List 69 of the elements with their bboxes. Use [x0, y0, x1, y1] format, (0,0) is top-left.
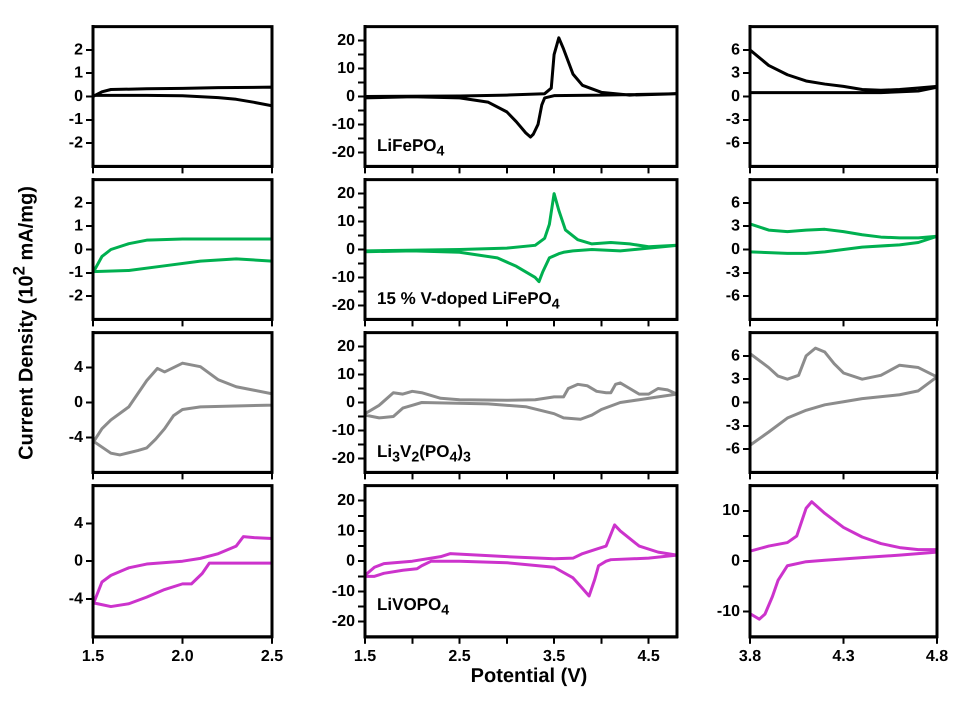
- y-tick-label: 6: [731, 347, 740, 364]
- y-tick-label: 3: [731, 64, 740, 82]
- y-tick-label: 4: [74, 358, 84, 376]
- y-tick-label: 4: [74, 514, 84, 532]
- y-tick-label: -3: [726, 417, 740, 434]
- y-tick-label: 2: [74, 194, 84, 212]
- y-tick-label: -10: [332, 268, 356, 286]
- y-tick-label: 0: [731, 88, 740, 105]
- y-tick-label: 0: [731, 240, 740, 258]
- y-tick-label: -10: [332, 116, 356, 133]
- y-tick-label: 0: [346, 88, 356, 105]
- x-tick-label: 2.5: [260, 648, 284, 665]
- y-tick-label: 20: [337, 32, 356, 49]
- y-tick-label: -3: [726, 264, 740, 282]
- y-tick-label: -20: [332, 144, 356, 161]
- y-tick-label: -20: [332, 296, 356, 314]
- y-tick-label: -6: [726, 440, 740, 458]
- y-tick-label: 0: [74, 394, 84, 411]
- y-tick-label: 0: [731, 552, 740, 570]
- y-tick-label: -20: [332, 613, 356, 630]
- x-tick-label: 3.8: [738, 648, 762, 665]
- y-tick-label: 3: [731, 218, 740, 235]
- y-tick-label: 0: [74, 552, 84, 570]
- x-tick-label: 4.3: [832, 648, 855, 665]
- y-tick-label: 0: [346, 552, 356, 570]
- y-tick-label: -6: [726, 134, 740, 152]
- y-tick-label: 0: [74, 240, 84, 258]
- y-tick-label: 6: [731, 194, 740, 212]
- y-tick-label: 10: [337, 366, 356, 383]
- x-axis-title: Potential (V): [470, 665, 588, 688]
- y-tick-label: -2: [68, 134, 84, 152]
- y-tick-label: -6: [726, 288, 740, 305]
- y-tick-label: 10: [337, 212, 356, 230]
- y-tick-label: 1: [74, 64, 84, 82]
- annotation: 15 % V-doped LiFePO$_{4}$: [377, 289, 560, 312]
- x-tick-label: 1.5: [82, 648, 104, 665]
- y-tick-label: 10: [722, 502, 740, 520]
- y-tick-label: -20: [332, 450, 356, 467]
- y-tick-label: 0: [74, 88, 84, 105]
- y-tick-label: -1: [68, 111, 84, 128]
- x-tick-label: 2.0: [171, 648, 194, 665]
- y-tick-label: -3: [726, 111, 740, 128]
- x-tick-label: 4.8: [926, 648, 948, 665]
- annotation: LiVOPO$_{4}$: [377, 595, 450, 618]
- y-tick-label: -2: [68, 288, 84, 305]
- x-tick-label: 3.5: [542, 648, 566, 665]
- y-tick-label: -4: [68, 428, 84, 446]
- x-tick-label: 1.5: [354, 648, 376, 665]
- y-tick-label: 20: [337, 492, 356, 510]
- annotation: LiFePO$_{4}$: [377, 136, 444, 160]
- y-tick-label: 6: [731, 41, 740, 58]
- y-tick-label: 10: [337, 522, 356, 540]
- y-tick-label: 20: [337, 338, 356, 355]
- y-tick-label: 0: [731, 394, 740, 411]
- annotation: Li$_{3}$V$_{2}$(PO$_{4}$)$_{3}$: [377, 442, 471, 466]
- y-tick-label: 2: [74, 41, 84, 58]
- y-tick-label: 20: [337, 184, 356, 202]
- x-tick-label: 4.5: [638, 648, 660, 665]
- y-tick-label: 0: [346, 240, 356, 258]
- y-tick-label: -10: [332, 582, 356, 600]
- y-tick-label: -10: [716, 603, 740, 620]
- y-tick-label: -10: [332, 422, 356, 439]
- y-tick-label: -4: [68, 590, 84, 608]
- x-tick-label: 2.5: [448, 648, 471, 665]
- y-tick-label: 0: [346, 394, 356, 411]
- y-tick-label: 1: [74, 218, 84, 235]
- y-tick-label: 3: [731, 370, 740, 388]
- y-tick-label: 10: [337, 60, 356, 77]
- y-tick-label: -1: [68, 264, 84, 282]
